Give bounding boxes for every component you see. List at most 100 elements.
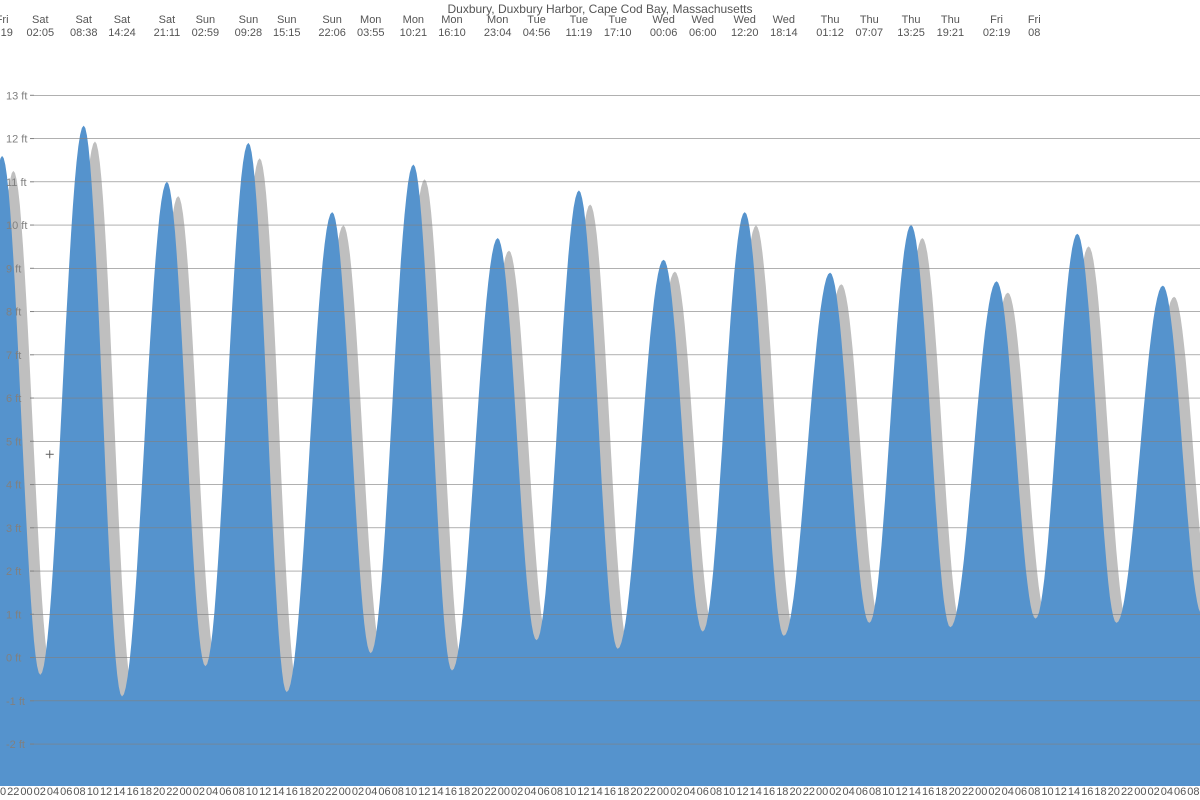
bottom-tick-label: 18: [617, 786, 629, 798]
y-tick-label: 11 ft: [6, 177, 27, 189]
bottom-tick-label: 22: [166, 786, 178, 798]
top-tick-label: Mon23:04: [484, 14, 512, 40]
top-tick-label: Fri08: [1028, 14, 1041, 40]
bottom-tick-label: 02: [988, 786, 1000, 798]
bottom-tick-label: 00: [498, 786, 510, 798]
bottom-tick-label: 20: [153, 786, 165, 798]
y-tick-label: 13 ft: [6, 90, 27, 102]
bottom-tick-label: 22: [484, 786, 496, 798]
bottom-tick-label: 14: [909, 786, 921, 798]
bottom-tick-label: 04: [1161, 786, 1173, 798]
bottom-tick-label: 06: [378, 786, 390, 798]
bottom-tick-label: 02: [511, 786, 523, 798]
bottom-tick-label: 10: [723, 786, 735, 798]
bottom-tick-label: 04: [842, 786, 854, 798]
bottom-tick-label: 16: [126, 786, 138, 798]
bottom-tick-label: 06: [60, 786, 72, 798]
chart-plot: -2 ft-1 ft0 ft1 ft2 ft3 ft4 ft5 ft6 ft7 …: [0, 46, 1200, 786]
y-tick-label: 8 ft: [6, 307, 21, 319]
bottom-tick-label: 18: [776, 786, 788, 798]
bottom-tick-label: 22: [644, 786, 656, 798]
top-tick-label: Wed06:00: [689, 14, 717, 40]
bottom-tick-label: 12: [896, 786, 908, 798]
top-tick-label: Wed00:06: [650, 14, 678, 40]
top-tick-label: Fri02:19: [983, 14, 1011, 40]
bottom-tick-label: 06: [1174, 786, 1186, 798]
top-tick-label: Tue17:10: [604, 14, 632, 40]
top-tick-label: Thu01:12: [816, 14, 844, 40]
top-tick-label: Wed12:20: [731, 14, 759, 40]
top-tick-label: Sun02:59: [192, 14, 220, 40]
bottom-tick-label: 04: [206, 786, 218, 798]
bottom-tick-label: 14: [272, 786, 284, 798]
bottom-tick-label: 04: [365, 786, 377, 798]
bottom-tick-label: 12: [418, 786, 430, 798]
y-tick-label: -1 ft: [6, 696, 25, 708]
top-tick-label: Thu19:21: [937, 14, 965, 40]
bottom-tick-label: 14: [431, 786, 443, 798]
top-tick-labels: Fri0:19Sat02:05Sat08:38Sat14:24Sat21:11S…: [0, 14, 1200, 44]
bottom-tick-label: 16: [445, 786, 457, 798]
y-tick-label: 10 ft: [6, 220, 27, 232]
bottom-tick-label: 18: [458, 786, 470, 798]
y-tick-label: -2 ft: [6, 739, 25, 751]
top-tick-label: Wed18:14: [770, 14, 798, 40]
y-tick-label: 5 ft: [6, 436, 21, 448]
y-tick-label: 4 ft: [6, 480, 21, 492]
bottom-tick-label: 22: [1121, 786, 1133, 798]
bottom-tick-label: 22: [7, 786, 19, 798]
y-tick-label: 2 ft: [6, 566, 21, 578]
bottom-tick-label: 10: [246, 786, 258, 798]
bottom-tick-label: 02: [829, 786, 841, 798]
bottom-tick-label: 22: [962, 786, 974, 798]
y-tick-label: 9 ft: [6, 263, 21, 275]
bottom-tick-label: 20: [312, 786, 324, 798]
bottom-tick-label: 06: [219, 786, 231, 798]
bottom-tick-label: 00: [20, 786, 32, 798]
y-tick-label: 1 ft: [6, 609, 21, 621]
bottom-tick-label: 16: [1081, 786, 1093, 798]
bottom-tick-label: 04: [1002, 786, 1014, 798]
bottom-tick-label: 02: [1147, 786, 1159, 798]
top-tick-label: Sat02:05: [27, 14, 55, 40]
bottom-tick-labels: 2022000204060810121416182022000204060810…: [0, 786, 1200, 800]
bottom-tick-label: 00: [816, 786, 828, 798]
top-tick-label: Tue11:19: [566, 14, 593, 40]
bottom-tick-label: 00: [339, 786, 351, 798]
top-tick-label: Sun22:06: [318, 14, 346, 40]
bottom-tick-label: 16: [763, 786, 775, 798]
bottom-tick-label: 10: [882, 786, 894, 798]
bottom-tick-label: 22: [325, 786, 337, 798]
top-tick-label: Sun09:28: [235, 14, 263, 40]
top-tick-label: Sat14:24: [108, 14, 136, 40]
y-tick-label: 0 ft: [6, 653, 21, 665]
bottom-tick-label: 04: [47, 786, 59, 798]
bottom-tick-label: 12: [577, 786, 589, 798]
bottom-tick-label: 20: [471, 786, 483, 798]
bottom-tick-label: 10: [405, 786, 417, 798]
bottom-tick-label: 10: [1041, 786, 1053, 798]
y-tick-label: 7 ft: [6, 350, 21, 362]
bottom-tick-label: 08: [551, 786, 563, 798]
top-tick-label: Mon03:55: [357, 14, 385, 40]
bottom-tick-label: 00: [180, 786, 192, 798]
bottom-tick-label: 08: [1028, 786, 1040, 798]
bottom-tick-label: 10: [564, 786, 576, 798]
bottom-tick-label: 20: [0, 786, 6, 798]
bottom-tick-label: 08: [1187, 786, 1199, 798]
bottom-tick-label: 04: [524, 786, 536, 798]
bottom-tick-label: 18: [299, 786, 311, 798]
bottom-tick-label: 00: [1134, 786, 1146, 798]
bottom-tick-label: 14: [1068, 786, 1080, 798]
bottom-tick-label: 12: [1055, 786, 1067, 798]
bottom-tick-label: 12: [259, 786, 271, 798]
bottom-tick-label: 06: [1015, 786, 1027, 798]
bottom-tick-label: 00: [975, 786, 987, 798]
bottom-tick-label: 20: [1108, 786, 1120, 798]
bottom-tick-label: 08: [73, 786, 85, 798]
y-tick-label: 3 ft: [6, 523, 21, 535]
bottom-tick-label: 14: [591, 786, 603, 798]
bottom-tick-label: 12: [736, 786, 748, 798]
bottom-tick-label: 14: [113, 786, 125, 798]
bottom-tick-label: 02: [352, 786, 364, 798]
